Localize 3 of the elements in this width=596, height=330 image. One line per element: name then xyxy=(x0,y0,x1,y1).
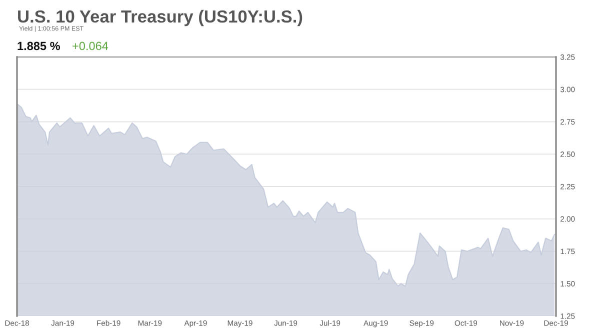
text: +0.064 xyxy=(72,42,108,50)
text: 1.885 % xyxy=(18,42,60,50)
chart-title: U.S. 10 Year Treasury (US10Y:U.S.) xyxy=(18,10,302,26)
